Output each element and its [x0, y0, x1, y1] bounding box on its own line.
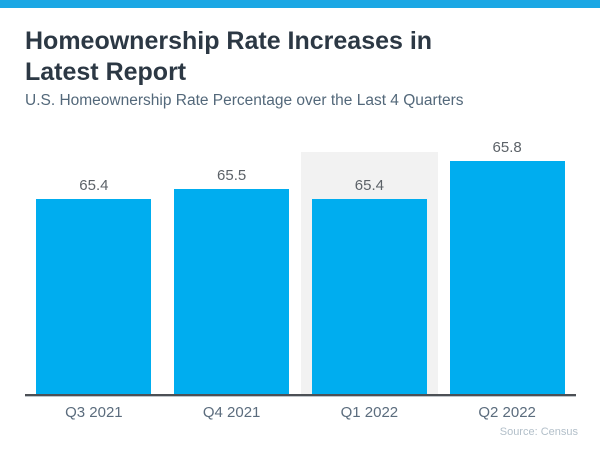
page-title: Homeownership Rate Increases in Latest Re…: [25, 26, 530, 88]
bar-value-label-q1-2022: 65.4: [354, 177, 384, 194]
bar-q4-2021: [174, 189, 289, 394]
bar-category-label-q3-2021: Q3 2021: [65, 404, 123, 421]
bar-q3-2021: [36, 199, 151, 394]
bar-value-label-q4-2021: 65.5: [217, 167, 247, 184]
top-accent-bar: [0, 0, 600, 8]
bar-category-label-q2-2022: Q2 2022: [478, 404, 536, 421]
page-title-line2: Latest Report: [25, 58, 187, 86]
bar-value-label-q2-2022: 65.8: [492, 139, 522, 156]
bar-q1-2022: [312, 199, 427, 394]
bar-value-label-q3-2021: 65.4: [79, 177, 109, 194]
page-subtitle: U.S. Homeownership Rate Percentage over …: [25, 92, 464, 109]
source-credit: Source: Census: [499, 426, 578, 438]
bar-category-label-q1-2022: Q1 2022: [340, 404, 399, 421]
x-axis-line: [25, 394, 576, 396]
bar-category-label-q4-2021: Q4 2021: [202, 404, 261, 421]
page-title-line1: Homeownership Rate Increases in: [25, 27, 433, 55]
bar-q2-2022: [450, 161, 565, 394]
